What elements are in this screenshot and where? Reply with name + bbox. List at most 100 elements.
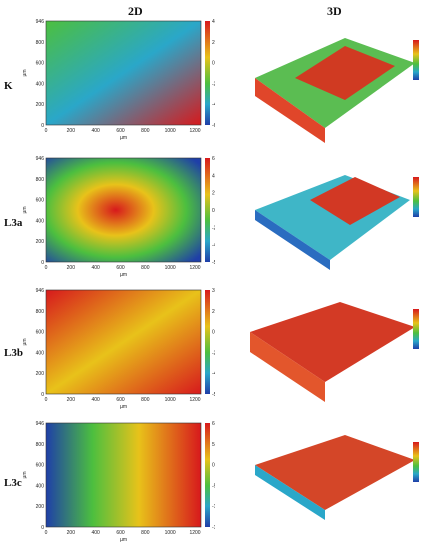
x-tick-label: 200	[67, 265, 76, 271]
surface-plot	[255, 435, 419, 520]
x-tick-label: 200	[67, 128, 76, 134]
y-tick-label: 946	[36, 19, 45, 25]
colorbar-tick-label: -64	[212, 123, 215, 129]
surface-plot	[250, 302, 419, 402]
x-tick-label: 1000	[165, 265, 176, 271]
surface-3d-l3b	[235, 287, 430, 417]
y-tick-label: 800	[36, 40, 45, 46]
colorbar-tick-label: 40	[212, 173, 215, 179]
colorbar-tick-label: -20	[212, 350, 215, 356]
x-tick-label: 0	[45, 397, 48, 403]
plot-frame	[45, 20, 202, 126]
x-axis-label: µm	[120, 135, 127, 141]
colorbar-tick-label: -50	[212, 483, 215, 489]
colorbar-tick-label: -57	[212, 392, 215, 398]
y-tick-label: 600	[36, 198, 45, 204]
y-axis-label: µm	[22, 471, 28, 478]
x-tick-label: 400	[91, 265, 100, 271]
y-tick-label: 200	[36, 371, 45, 377]
y-tick-label: 600	[36, 463, 45, 469]
surface-3d-l3a	[235, 155, 430, 285]
colorbar	[205, 423, 210, 527]
heatmap-plot: 0 200 400 600 800 1000 12009468006004002000µmµ…	[22, 156, 215, 278]
x-tick-label: 400	[91, 128, 100, 134]
map-2d-l3a: 0 200 400 600 800 1000 1200 946 800 600 400 200 0 µm µ…	[20, 155, 215, 285]
map-2d-k: 0 200 400 600 800 1000 1200 946 800 600 400 200 0 µm µ…	[20, 18, 215, 148]
colorbar-tick-label: 20	[212, 309, 215, 315]
x-tick-label: 1200	[189, 397, 200, 403]
surface-3d-k	[235, 18, 430, 148]
sample-label-l3b: L3b	[4, 347, 23, 359]
colorbar-tick-label: 20	[212, 40, 215, 46]
colorbar-tick-label: 0	[212, 61, 215, 67]
y-tick-label: 800	[36, 442, 45, 448]
column-header-3d: 3D	[327, 4, 342, 18]
sample-label-k: K	[4, 80, 13, 92]
y-tick-label: 400	[36, 218, 45, 224]
colorbar-tick-label: 40	[212, 19, 215, 25]
x-tick-label: 600	[116, 397, 125, 403]
x-tick-label: 200	[67, 397, 76, 403]
y-axis-label: µm	[22, 206, 28, 213]
colorbar-tick-label: -40	[212, 102, 215, 108]
x-tick-label: 1200	[189, 530, 200, 536]
x-tick-label: 0	[45, 530, 48, 536]
x-tick-label: 400	[91, 397, 100, 403]
y-axis-label: µm	[22, 338, 28, 345]
colorbar	[205, 21, 210, 125]
y-tick-label: 400	[36, 483, 45, 489]
heatmap-plot: 0 200 400 600 800 1000 12009468006004002000µmµ…	[22, 288, 215, 410]
colorbar-tick-label: 0	[212, 208, 215, 214]
x-tick-label: 0	[45, 265, 48, 271]
x-tick-label: 800	[141, 397, 150, 403]
plot-frame	[45, 289, 202, 395]
y-tick-label: 400	[36, 350, 45, 356]
y-tick-label: 200	[36, 239, 45, 245]
heatmap-plot: 0 200 400 600 800 1000 12009468006004002000µmµ…	[22, 19, 215, 141]
colorbar	[205, 290, 210, 394]
x-tick-label: 1200	[189, 128, 200, 134]
y-tick-label: 946	[36, 288, 45, 294]
y-tick-label: 400	[36, 81, 45, 87]
y-tick-label: 800	[36, 309, 45, 315]
y-tick-label: 600	[36, 61, 45, 67]
x-axis-label: µm	[120, 272, 127, 278]
colorbar-tick-label: 50	[212, 442, 215, 448]
heatmap-plot: 0 200 400 600 800 1000 12009468006004002000µmµ…	[22, 421, 215, 543]
x-axis-label: µm	[120, 404, 127, 410]
x-tick-label: 1200	[189, 265, 200, 271]
y-tick-label: 946	[36, 421, 45, 427]
y-axis-label: µm	[22, 69, 28, 76]
colorbar-tick-label: 0	[212, 463, 215, 469]
colorbar-tick-label: 20	[212, 191, 215, 197]
surface-plot	[255, 175, 419, 270]
x-tick-label: 200	[67, 530, 76, 536]
column-header-2d: 2D	[128, 4, 143, 18]
y-tick-label: 0	[41, 260, 44, 266]
y-tick-label: 0	[41, 123, 44, 129]
x-tick-label: 1000	[165, 128, 176, 134]
colorbar-tick-label: 60	[212, 421, 215, 427]
x-tick-label: 400	[91, 530, 100, 536]
colorbar-tick-label: -40	[212, 371, 215, 377]
x-tick-label: 600	[116, 128, 125, 134]
surface-3d-l3c	[235, 420, 430, 550]
colorbar-tick-label: -20	[212, 81, 215, 87]
plot-frame	[45, 422, 202, 528]
x-tick-label: 600	[116, 265, 125, 271]
x-tick-label: 0	[45, 128, 48, 134]
colorbar	[205, 158, 210, 262]
x-tick-label: 600	[116, 530, 125, 536]
x-tick-label: 800	[141, 530, 150, 536]
x-tick-label: 1000	[165, 530, 176, 536]
plot-frame	[45, 157, 202, 263]
y-tick-label: 200	[36, 102, 45, 108]
sample-label-l3c: L3c	[4, 477, 22, 489]
y-tick-label: 600	[36, 330, 45, 336]
colorbar-tick-label: 37	[212, 288, 215, 294]
colorbar-tick-label: -147	[212, 525, 215, 531]
y-tick-label: 0	[41, 525, 44, 531]
x-axis-label: µm	[120, 537, 127, 543]
surface-plot	[255, 38, 419, 143]
y-tick-label: 0	[41, 392, 44, 398]
